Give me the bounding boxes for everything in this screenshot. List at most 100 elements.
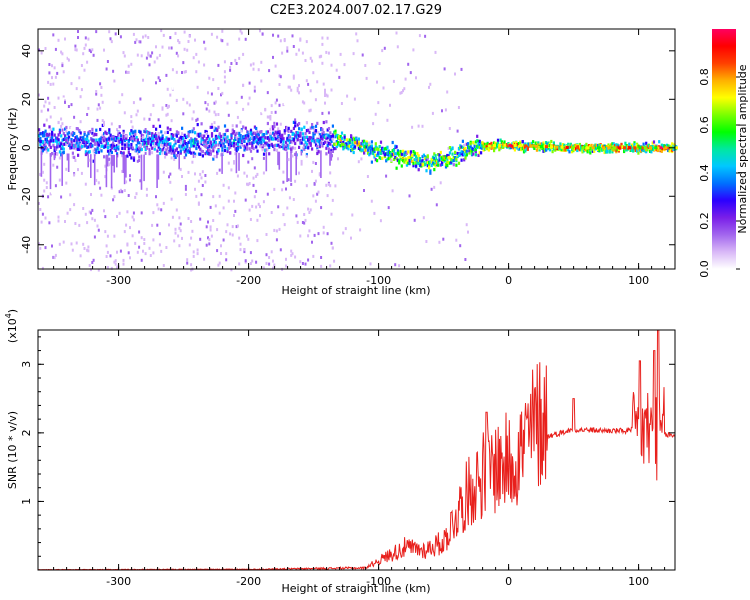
spectrogram-cell <box>477 139 480 143</box>
spectrogram-noise-cell <box>220 252 222 255</box>
spectrogram-cell <box>155 137 158 141</box>
spectrogram-cell <box>335 144 338 149</box>
spectrogram-cell <box>110 146 113 150</box>
spectrogram-cell <box>174 148 177 152</box>
spectrogram-cell <box>226 128 229 132</box>
spectrogram-noise-cell <box>221 91 224 95</box>
spectrogram-cell <box>376 153 379 157</box>
spectrogram-noise-cell <box>74 222 77 225</box>
spectrogram-cell <box>60 146 63 151</box>
spectrogram-cell <box>413 151 416 155</box>
spectrogram-cell <box>493 141 496 145</box>
spectrogram-cell <box>277 135 280 139</box>
spectrogram-noise-cell <box>178 41 181 45</box>
spectrogram-cell <box>196 123 199 127</box>
spectrogram-cell <box>671 148 674 152</box>
spectrogram-noise-cell <box>105 67 108 71</box>
spectrogram-noise-cell <box>253 195 256 199</box>
spectrogram-cell <box>582 149 585 153</box>
spectrogram-noise-cell <box>166 146 169 150</box>
spectrogram-cell <box>331 124 334 128</box>
spectrogram-noise-cell <box>261 32 264 36</box>
spectrogram-cell <box>593 149 596 153</box>
spectrogram-cell <box>113 135 116 139</box>
spectrogram-cell <box>363 145 366 149</box>
spectrogram-cell <box>91 131 94 135</box>
spectrogram-cell <box>194 137 197 141</box>
spectrogram-cell <box>311 123 314 127</box>
spectrogram-cell <box>312 131 315 136</box>
spectrogram-cell <box>395 157 398 161</box>
spectrogram-cell <box>373 149 376 153</box>
spectrogram-noise-cell <box>277 138 280 142</box>
spectrogram-cell <box>223 148 227 153</box>
spectrogram-noise-cell <box>191 229 194 233</box>
spectrogram-cell <box>238 138 241 142</box>
spectrogram-noise-cell <box>356 39 359 43</box>
spectrogram-cell <box>324 140 327 144</box>
spectrogram-cell <box>291 139 294 143</box>
spectrogram-cell <box>255 135 258 139</box>
spectrogram-cell <box>149 140 152 144</box>
spectrogram-carrier-cell <box>581 146 585 150</box>
spectrogram-cell <box>67 135 71 139</box>
spectrogram-cell <box>303 143 306 147</box>
spectrogram-noise-cell <box>209 205 212 209</box>
spectrogram-noise-cell <box>197 179 200 183</box>
spectrogram-cell <box>339 144 342 148</box>
spectrogram-noise-cell <box>182 97 185 101</box>
spectrogram-carrier-cell <box>586 146 590 150</box>
spectrogram-cell <box>105 141 108 146</box>
spectrogram-cell <box>213 128 216 132</box>
spectrogram-noise-cell <box>352 52 355 56</box>
spectrogram-cell <box>412 164 415 168</box>
spectrogram-noise-cell <box>301 51 304 55</box>
spectrogram-noise-cell <box>430 187 433 191</box>
spectrogram-cell <box>174 155 177 159</box>
spectrogram-cell <box>442 155 445 159</box>
spectrogram-cell <box>156 141 159 145</box>
spectrogram-noise-cell <box>226 101 229 105</box>
spectrogram-noise-cell <box>330 241 333 245</box>
spectrogram-cell <box>113 146 116 150</box>
spectrogram-cell <box>58 141 61 145</box>
spectrogram-cell <box>494 141 497 145</box>
spectrogram-noise-cell <box>229 68 232 72</box>
spectrogram-cell <box>186 134 189 139</box>
spectrogram-noise-cell <box>275 98 278 102</box>
spectrogram-noise-cell <box>165 113 168 117</box>
spectrogram-cell <box>520 148 523 152</box>
spectrogram-cell <box>273 144 276 148</box>
spectrogram-noise-cell <box>100 193 103 197</box>
spectrogram-cell <box>110 137 113 141</box>
spectrogram-noise-cell <box>173 52 176 56</box>
spectrogram-noise-cell <box>320 256 323 259</box>
spectrogram-noise-cell <box>346 94 349 98</box>
spectrogram-noise-cell <box>261 110 264 114</box>
colorbar-tick-label: 0.8 <box>698 68 711 86</box>
spectrogram-cell <box>606 145 609 149</box>
spectrogram-noise-cell <box>392 79 395 83</box>
spectrogram-cell <box>47 133 50 137</box>
spectrogram-cell <box>136 151 139 155</box>
spectrogram-noise-cell <box>225 258 228 262</box>
spectrogram-noise-cell <box>190 268 193 272</box>
spectrogram-cell <box>295 131 298 135</box>
spectrogram-cell <box>214 140 217 145</box>
spectrogram-cell <box>64 127 67 131</box>
spectrogram-cell <box>313 130 316 134</box>
spectrogram-noise-cell <box>82 242 85 246</box>
spectrogram-cell <box>286 143 289 147</box>
spectrogram-cell <box>426 154 429 158</box>
spectrogram-cell <box>416 158 419 162</box>
spectrogram-noise-cell <box>307 207 310 211</box>
spectrogram-noise-cell <box>287 129 290 133</box>
spectrogram-noise-cell <box>58 156 61 160</box>
spectrogram-cell <box>39 132 42 136</box>
spectrogram-cell <box>158 140 162 144</box>
spectrogram-noise-cell <box>433 185 436 189</box>
spectrogram-cell <box>197 145 201 149</box>
spectrogram-noise-cell <box>47 195 50 199</box>
spectrogram-cell <box>82 135 85 140</box>
spectrogram-carrier-cell <box>659 146 663 150</box>
